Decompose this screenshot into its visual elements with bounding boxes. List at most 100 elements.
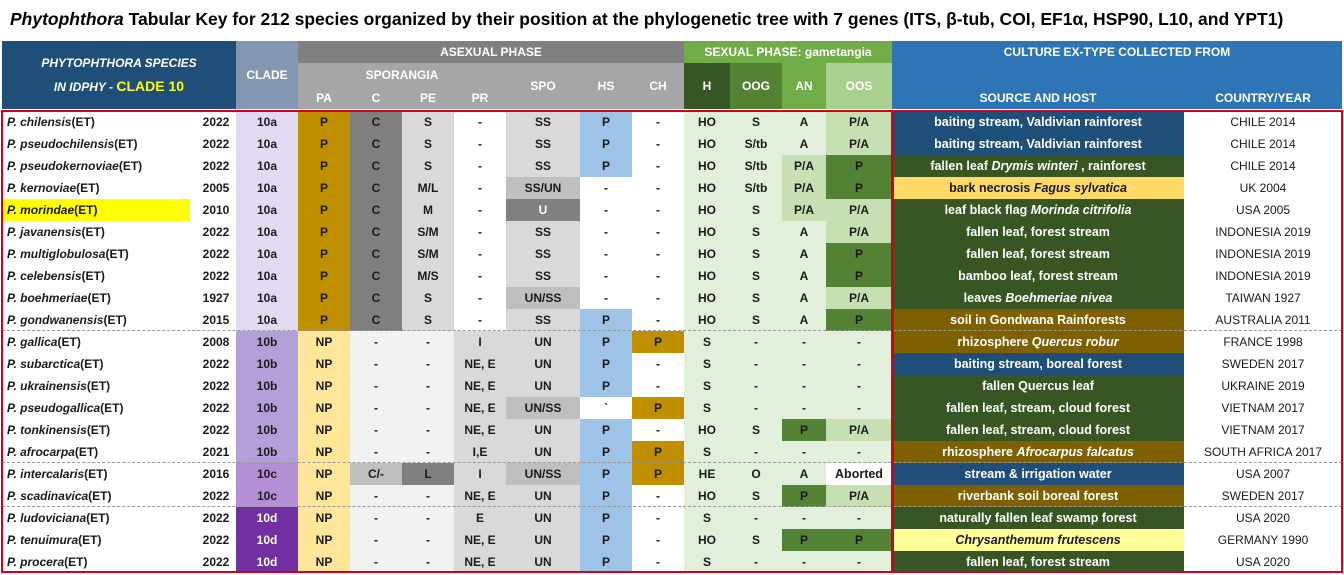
cell-ch: - [632, 155, 684, 177]
cell-pa: P [298, 199, 350, 221]
cell-pr: - [454, 177, 506, 199]
col-spo: SPO [530, 79, 556, 93]
cell-c: C [350, 265, 402, 287]
cell-pa: NP [298, 485, 350, 507]
cell-an: P [782, 485, 826, 507]
cell-h: S [684, 551, 730, 573]
cell-pr: NE, E [454, 529, 506, 551]
cell-oog: - [730, 375, 782, 397]
species-name: P. pseudochilensis (ET) [7, 137, 138, 151]
table-row: P. morindae (ET) 2010 10a P C M - U - - HO S P/A P/A l… [0, 199, 1344, 221]
cell-hs: ` [580, 397, 632, 419]
cell-pe: - [402, 551, 454, 573]
cell-pr: NE, E [454, 397, 506, 419]
cell-clade: 10a [236, 287, 298, 309]
cell-source-host: baiting stream, boreal forest [892, 353, 1184, 375]
cell-pa: P [298, 155, 350, 177]
cell-c: - [350, 529, 402, 551]
cell-ch: - [632, 353, 684, 375]
cell-oos: P/A [826, 419, 892, 441]
cell-pr: - [454, 155, 506, 177]
cell-country-year: GERMANY 1990 [1184, 529, 1342, 551]
cell-oos: P/A [826, 221, 892, 243]
cell-country-year: USA 2020 [1184, 507, 1342, 529]
cell-pr: NE, E [454, 551, 506, 573]
cell-oog: - [730, 507, 782, 529]
cell-source-host: fallen leaf, forest stream [892, 221, 1184, 243]
cell-oos: P [826, 309, 892, 331]
table-row: P. scadinavica (ET) 2022 10c NP - - NE, E UN P - H… [0, 485, 1344, 507]
col-source: SOURCE AND HOST [979, 91, 1097, 105]
cell-oog: S [730, 485, 782, 507]
cell-source-host: Chrysanthemum frutescens [892, 529, 1184, 551]
cell-source-host: bark necrosis Fagus sylvatica [892, 177, 1184, 199]
col-pa: PA [298, 87, 350, 109]
cell-country-year: USA 2007 [1184, 463, 1342, 485]
cell-clade: 10a [236, 155, 298, 177]
cell-clade: 10a [236, 133, 298, 155]
cell-pa: P [298, 287, 350, 309]
species-header-dash: - [105, 80, 117, 94]
cell-pa: P [298, 243, 350, 265]
cell-c: C [350, 133, 402, 155]
cell-year: 2022 [196, 485, 236, 507]
cell-clade: 10a [236, 309, 298, 331]
cell-spo: UN [506, 375, 580, 397]
cell-hs: - [580, 221, 632, 243]
cell-c: - [350, 485, 402, 507]
cell-an: - [782, 375, 826, 397]
cell-spo: U [506, 199, 580, 221]
cell-source-host: fallen leaf, stream, cloud forest [892, 397, 1184, 419]
cell-year: 2022 [196, 133, 236, 155]
cell-c: C [350, 309, 402, 331]
table-row: P. afrocarpa (ET) 2021 10b NP - - I,E UN P P S - - - r… [0, 441, 1344, 463]
cell-oog: - [730, 551, 782, 573]
cell-c: C [350, 287, 402, 309]
cell-pe: - [402, 331, 454, 353]
cell-spo: UN/SS [506, 463, 580, 485]
species-header-line1: PHYTOPHTHORA SPECIES [41, 56, 197, 70]
cell-an: P/A [782, 177, 826, 199]
cell-pa: NP [298, 463, 350, 485]
page-title: Phytophthora Tabular Key for 212 species… [10, 9, 1284, 29]
cell-spo: UN [506, 529, 580, 551]
cell-clade: 10a [236, 243, 298, 265]
cell-year: 2021 [196, 441, 236, 463]
spo-subheader-bg [506, 63, 684, 109]
cell-pe: S [402, 155, 454, 177]
cell-c: C [350, 155, 402, 177]
cell-country-year: INDONESIA 2019 [1184, 221, 1342, 243]
cell-oos: - [826, 397, 892, 419]
cell-h: HO [684, 243, 730, 265]
cell-ch: - [632, 485, 684, 507]
cell-oog: S [730, 265, 782, 287]
cell-h: S [684, 375, 730, 397]
cell-country-year: INDONESIA 2019 [1184, 243, 1342, 265]
species-name: P. ukrainensis (ET) [7, 379, 111, 393]
cell-clade: 10b [236, 353, 298, 375]
species-header-idphy: IDPHY [69, 80, 106, 94]
cell-clade: 10b [236, 419, 298, 441]
cell-clade: 10d [236, 507, 298, 529]
species-name: P. gallica (ET) [7, 335, 81, 349]
cell-c: - [350, 353, 402, 375]
cell-pe: - [402, 485, 454, 507]
cell-pa: NP [298, 507, 350, 529]
col-an: AN [782, 63, 826, 109]
cell-ch: - [632, 111, 684, 133]
species-header-in: IN [53, 80, 70, 94]
cell-source-host: fallen leaf, stream, cloud forest [892, 419, 1184, 441]
cell-hs: P [580, 375, 632, 397]
species-name: P. scadinavica (ET) [7, 489, 112, 503]
cell-country-year: VIETNAM 2017 [1184, 419, 1342, 441]
cell-pr: - [454, 309, 506, 331]
cell-oog: S [730, 419, 782, 441]
cell-oog: - [730, 441, 782, 463]
cell-pa: NP [298, 375, 350, 397]
cell-pe: - [402, 353, 454, 375]
cell-year: 2022 [196, 155, 236, 177]
cell-h: S [684, 507, 730, 529]
cell-spo: SS [506, 243, 580, 265]
culture-subheader-bg [892, 63, 1342, 109]
cell-c: C [350, 243, 402, 265]
